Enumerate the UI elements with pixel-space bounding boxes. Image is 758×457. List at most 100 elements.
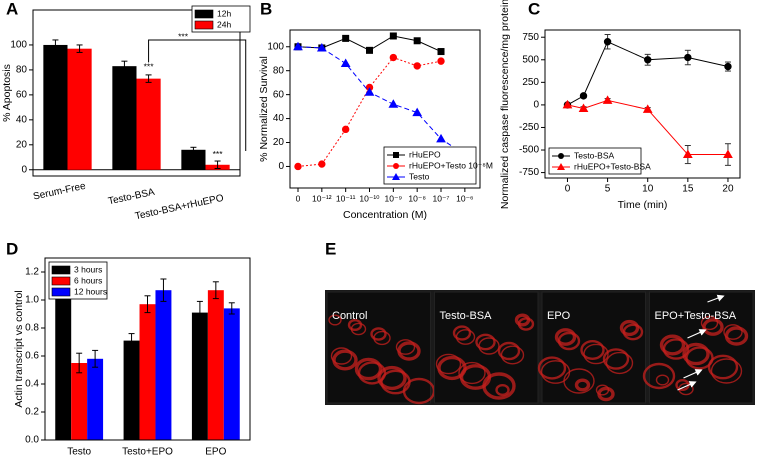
x-tick-label: 0 (565, 184, 571, 195)
cell (682, 342, 710, 366)
marker (342, 34, 350, 42)
legend-label: rHuEPO+Testo 10⁻⁸M (409, 160, 493, 170)
y-tick-label: 0.4 (25, 379, 39, 390)
x-tick-label: 10⁻⁹ (385, 193, 403, 203)
legend-swatch (51, 287, 71, 297)
plot-frame (32, 9, 241, 177)
cell (514, 313, 531, 327)
marker (562, 99, 573, 109)
x-tick-label: Testo (67, 447, 91, 457)
cell (397, 341, 421, 361)
legend-marker (557, 163, 565, 170)
cell (707, 354, 739, 380)
marker (412, 107, 423, 117)
panel-letter: D (6, 239, 18, 258)
error-bar (212, 281, 219, 300)
x-tick-label: 15 (682, 184, 694, 195)
y-tick-label: 0 (533, 100, 539, 111)
legend-label: Testo (409, 171, 430, 181)
x-tick-label: 10⁻¹² (312, 193, 332, 203)
cell (723, 324, 743, 340)
marker (389, 53, 398, 62)
error-bar (214, 160, 221, 170)
x-axis-title: Concentration (M) (343, 209, 427, 221)
x-tick-label: 10 (642, 184, 654, 195)
y-tick-label: 100 (267, 41, 284, 52)
y-tick-label: 60 (273, 89, 285, 100)
legend-swatch (194, 9, 214, 19)
error-bar (121, 60, 128, 72)
y-axis-title: Actin transcript vs control (13, 290, 25, 407)
cell (370, 327, 387, 341)
y-tick-label: 20 (16, 139, 28, 150)
cell (395, 339, 416, 355)
x-tick-label: Serum-Free (32, 181, 87, 203)
marker (437, 48, 445, 56)
marker (684, 53, 692, 62)
legend-label: rHuEPO (409, 149, 441, 159)
marker (293, 41, 303, 51)
y-tick-label: 500 (522, 54, 539, 65)
cell (574, 378, 591, 392)
marker (578, 103, 589, 113)
y-tick-label: 80 (273, 65, 285, 76)
marker (340, 58, 351, 68)
cell (659, 334, 686, 356)
cell (475, 333, 496, 351)
error-bar (145, 74, 152, 83)
arrow (683, 369, 703, 379)
error-bar (144, 295, 151, 314)
legend-marker (558, 153, 564, 159)
x-axis-title: Time (min) (618, 199, 668, 211)
error-bar (196, 300, 203, 325)
marker (723, 149, 733, 159)
legend-marker (392, 173, 400, 180)
x-tick-label: 10⁻¹⁰ (359, 193, 380, 203)
marker (644, 56, 652, 64)
x-tick-label: 5 (605, 184, 611, 195)
cell (332, 349, 358, 371)
x-tick-label: EPO (205, 447, 226, 457)
y-axis-title: % Apoptosis (1, 64, 13, 122)
marker (389, 32, 397, 40)
legend-marker (393, 163, 399, 169)
cell (537, 356, 567, 380)
marker (413, 62, 421, 70)
bar (223, 308, 240, 440)
arrow (707, 294, 725, 303)
plot-frame (289, 29, 481, 189)
x-tick-label: 20 (722, 184, 734, 195)
cell (642, 362, 676, 390)
legend-label: 12 hours (74, 286, 107, 296)
panel-label: Control (332, 310, 367, 322)
micrograph (326, 291, 431, 404)
marker (682, 149, 693, 159)
error-bar (52, 39, 59, 51)
cell (602, 348, 630, 370)
error-bar (76, 44, 83, 53)
marker (318, 160, 326, 168)
marker (294, 162, 302, 171)
bar (139, 304, 156, 440)
cell (700, 315, 719, 331)
panel-letter: C (528, 0, 540, 18)
bar (181, 149, 206, 170)
y-tick-label: 40 (273, 113, 285, 124)
legend-swatch (51, 265, 71, 275)
marker (366, 46, 374, 54)
cell (710, 358, 743, 384)
legend-swatch (51, 276, 71, 286)
significance: *** (144, 62, 155, 72)
y-tick-label: 1.2 (25, 267, 39, 278)
cell (655, 374, 670, 386)
marker (341, 125, 350, 134)
legend-label: 12h (217, 8, 231, 18)
bar (155, 290, 172, 440)
bar (112, 66, 137, 170)
marker (437, 57, 445, 65)
panel-label: Testo-BSA (440, 310, 493, 322)
cell (347, 319, 363, 332)
y-tick-label: 0.0 (25, 435, 39, 446)
bar (136, 78, 161, 170)
cell (580, 340, 605, 361)
